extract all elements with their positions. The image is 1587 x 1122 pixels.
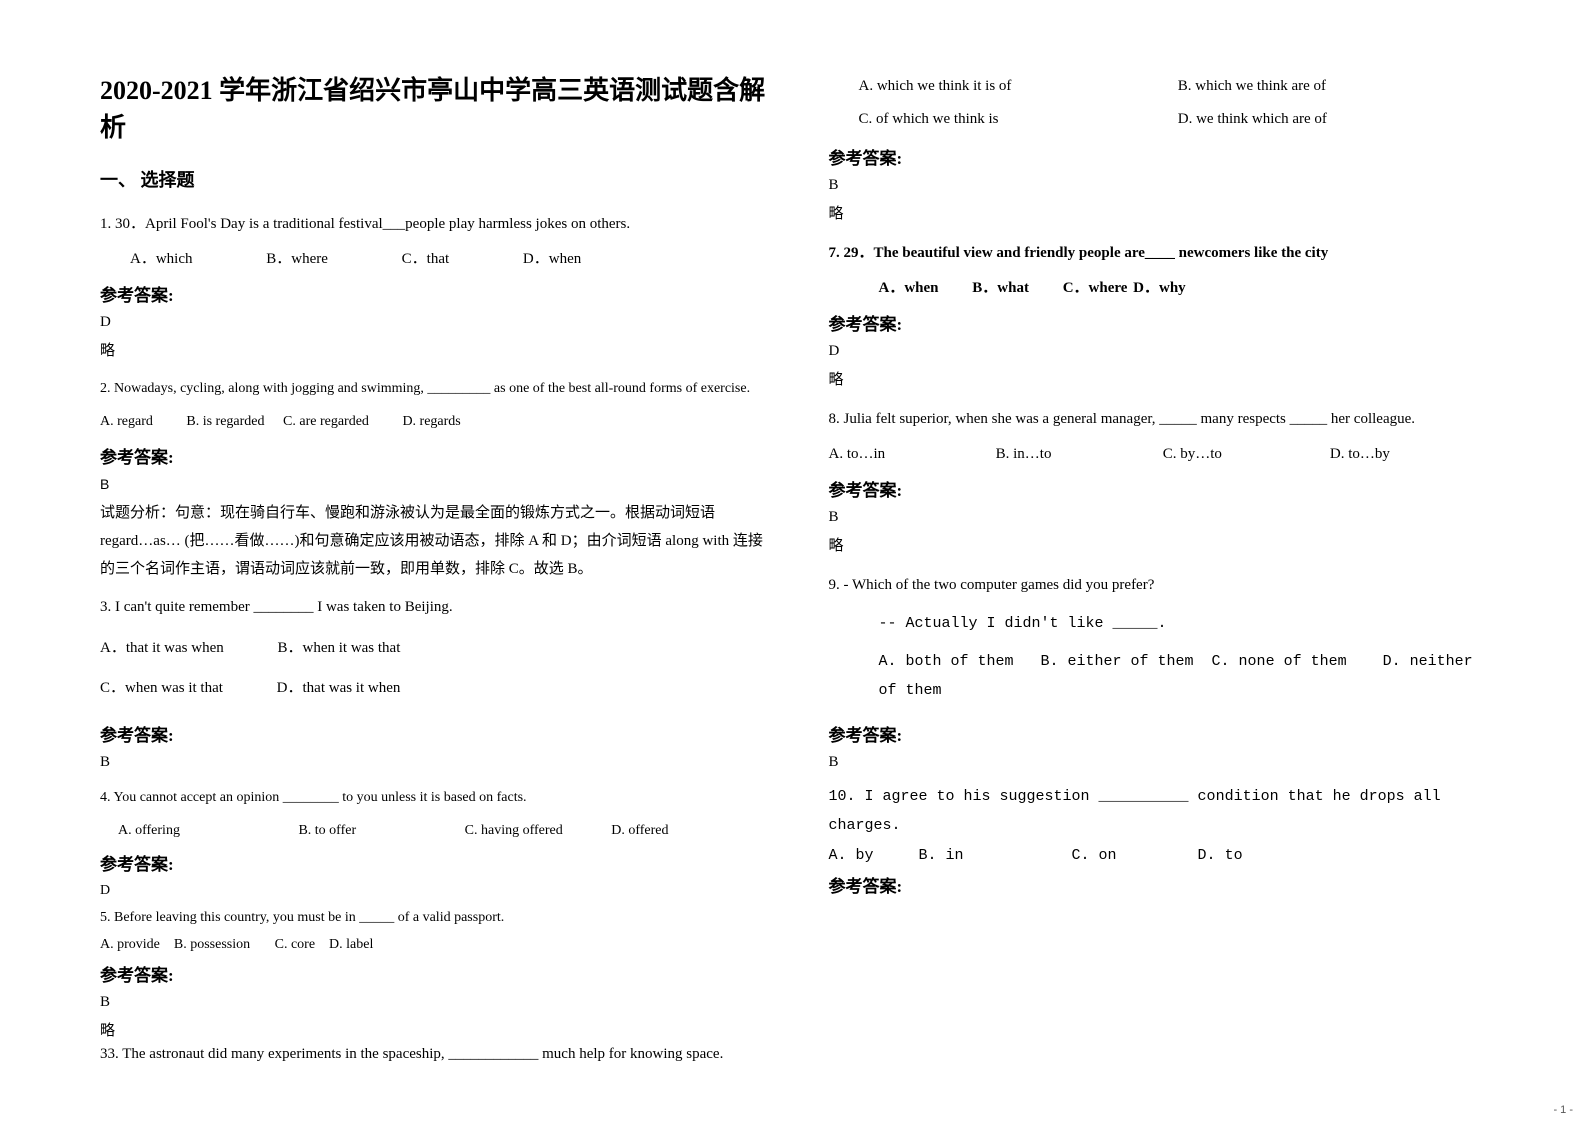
q4-answer: D (100, 883, 769, 899)
q2-opt-d: D. regards (402, 409, 460, 436)
q3-options-row2: C．when was it that D．that was it when (100, 674, 769, 703)
q3-text: 3. I can't quite remember ________ I was… (100, 593, 769, 622)
q8-opt-b: B. in…to (996, 440, 1163, 469)
q9-answer-label: 参考答案: (829, 721, 1498, 746)
q8-note: 略 (829, 534, 1498, 555)
q1-answer-label: 参考答案: (100, 281, 769, 306)
document-page: 2020-2021 学年浙江省绍兴市亭山中学高三英语测试题含解析 一、 选择题 … (0, 0, 1587, 1122)
q1-options: A．which B．where C．that D．when (100, 245, 769, 274)
q7-opt-b: B．what (972, 274, 1029, 303)
q7-opt-a: A．when (879, 274, 939, 303)
q4-answer-label: 参考答案: (100, 850, 769, 875)
q3-opt-a: A．that it was when (100, 634, 224, 663)
q8-answer-label: 参考答案: (829, 476, 1498, 501)
q4-opt-b: B. to offer (298, 818, 356, 845)
q3-opt-d: D．that was it when (277, 674, 401, 703)
q7-answer: D (829, 343, 1498, 360)
q7-answer-label: 参考答案: (829, 310, 1498, 335)
q6-answer-label: 参考答案: (829, 144, 1498, 169)
q5-answer: B (100, 994, 769, 1011)
q4-opt-a: A. offering (118, 818, 180, 845)
q9-line2: -- Actually I didn't like _____. (829, 610, 1498, 639)
q3-answer: B (100, 754, 769, 771)
q8-opt-c: C. by…to (1163, 440, 1330, 469)
q10-answer-label: 参考答案: (829, 872, 1498, 897)
q6-opt-c: C. of which we think is (859, 103, 1178, 136)
q2-text: 2. Nowadays, cycling, along with jogging… (100, 376, 769, 403)
q1-opt-c: C．that (402, 245, 450, 274)
q1-opt-b: B．where (266, 245, 328, 274)
q9-options: A. both of them B. either of them C. non… (829, 648, 1498, 705)
q1-opt-a: A．which (130, 245, 193, 274)
q6-opt-d: D. we think which are of (1178, 103, 1497, 136)
q6-opt-b: B. which we think are of (1178, 70, 1497, 103)
q6-text: 33. The astronaut did many experiments i… (100, 1042, 769, 1066)
q8-opt-d: D. to…by (1330, 440, 1497, 469)
q4-text: 4. You cannot accept an opinion ________… (100, 785, 769, 812)
q2-answer: B (100, 476, 769, 492)
q3-answer-label: 参考答案: (100, 721, 769, 746)
q8-answer: B (829, 509, 1498, 526)
q3-options-row1: A．that it was when B．when it was that (100, 634, 769, 663)
section-heading: 一、 选择题 (100, 166, 769, 192)
q2-opt-a: A. regard (100, 409, 153, 436)
q3-opt-b: B．when it was that (277, 634, 400, 663)
q9-text: 9. - Which of the two computer games did… (829, 571, 1498, 600)
q7-note: 略 (829, 368, 1498, 389)
q2-opt-b: B. is regarded (186, 409, 264, 436)
q4-options: A. offering B. to offer C. having offere… (100, 818, 769, 845)
q2-options: A. regard B. is regarded C. are regarded… (100, 409, 769, 436)
page-footer: - 1 - (1553, 1104, 1573, 1116)
q4-opt-c: C. having offered (465, 818, 563, 845)
q9-answer: B (829, 754, 1498, 771)
q6-options: A. which we think it is of B. which we t… (829, 70, 1498, 136)
q1-answer: D (100, 314, 769, 331)
q2-answer-label: 参考答案: (100, 443, 769, 468)
q4-opt-d: D. offered (611, 818, 668, 845)
q7-text: 7. 29．The beautiful view and friendly pe… (829, 239, 1498, 268)
page-title: 2020-2021 学年浙江省绍兴市亭山中学高三英语测试题含解析 (100, 70, 769, 144)
q6-answer: B (829, 177, 1498, 194)
q10-options: A. by B. in C. on D. to (829, 846, 1498, 866)
q8-opt-a: A. to…in (829, 440, 996, 469)
q10-text: 10. I agree to his suggestion __________… (829, 783, 1498, 840)
q6-note: 略 (829, 202, 1498, 223)
q3-opt-c: C．when was it that (100, 674, 223, 703)
q7-opt-d: D．why (1133, 274, 1186, 303)
q5-answer-label: 参考答案: (100, 961, 769, 986)
q1-note: 略 (100, 339, 769, 360)
q8-text: 8. Julia felt superior, when she was a g… (829, 405, 1498, 434)
q8-options: A. to…in B. in…to C. by…to D. to…by (829, 440, 1498, 469)
q6-opt-a: A. which we think it is of (859, 70, 1178, 103)
q5-text: 5. Before leaving this country, you must… (100, 907, 769, 928)
q2-opt-c: C. are regarded (283, 409, 369, 436)
q1-opt-d: D．when (523, 245, 581, 274)
q2-explain: 试题分析：句意：现在骑自行车、慢跑和游泳被认为是最全面的锻炼方式之一。根据动词短… (100, 500, 769, 583)
q7-opt-c: C．where (1063, 274, 1128, 303)
q5-note: 略 (100, 1019, 769, 1040)
q1-text: 1. 30．April Fool's Day is a traditional … (100, 210, 769, 239)
q5-options: A. provide B. possession C. core D. labe… (100, 934, 769, 955)
q7-options: A．when B．what C．where D．why (829, 274, 1498, 303)
